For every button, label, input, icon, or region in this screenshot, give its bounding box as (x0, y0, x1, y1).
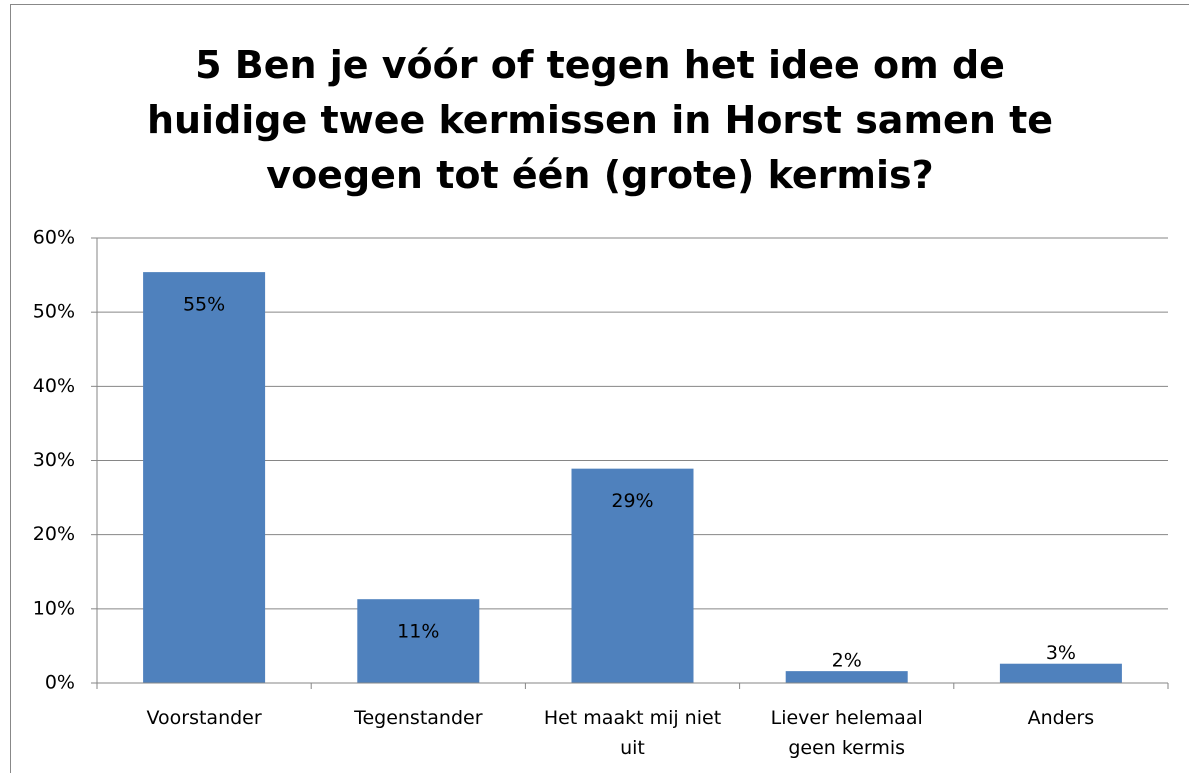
bar (999, 663, 1122, 683)
y-tick-label: 60% (33, 227, 75, 249)
bar (785, 671, 908, 683)
data-label: 11% (397, 621, 439, 643)
y-tick-label: 30% (33, 449, 75, 471)
y-tick-label: 20% (33, 523, 75, 545)
data-label: 29% (611, 490, 653, 512)
chart-border (10, 4, 1189, 773)
data-label: 55% (183, 294, 225, 316)
y-tick-label: 50% (33, 301, 75, 323)
bar (571, 468, 694, 683)
y-tick-label: 40% (33, 375, 75, 397)
x-tick-label: Tegenstander (354, 707, 483, 729)
x-tick-label: Anders (1027, 707, 1095, 729)
y-tick-label: 10% (33, 597, 75, 619)
x-tick-label: Liever helemaal geen kermis (770, 707, 923, 759)
y-tick-label: 0% (45, 672, 75, 694)
chart-title: 5 Ben je vóór of tegen het idee om de hu… (146, 43, 1054, 197)
x-tick-label: Het maakt mij niet uit (543, 707, 722, 759)
data-label: 3% (1046, 642, 1076, 664)
bar (357, 599, 480, 683)
data-label: 2% (832, 650, 862, 672)
x-tick-label: Voorstander (146, 707, 262, 729)
bar (143, 272, 266, 683)
